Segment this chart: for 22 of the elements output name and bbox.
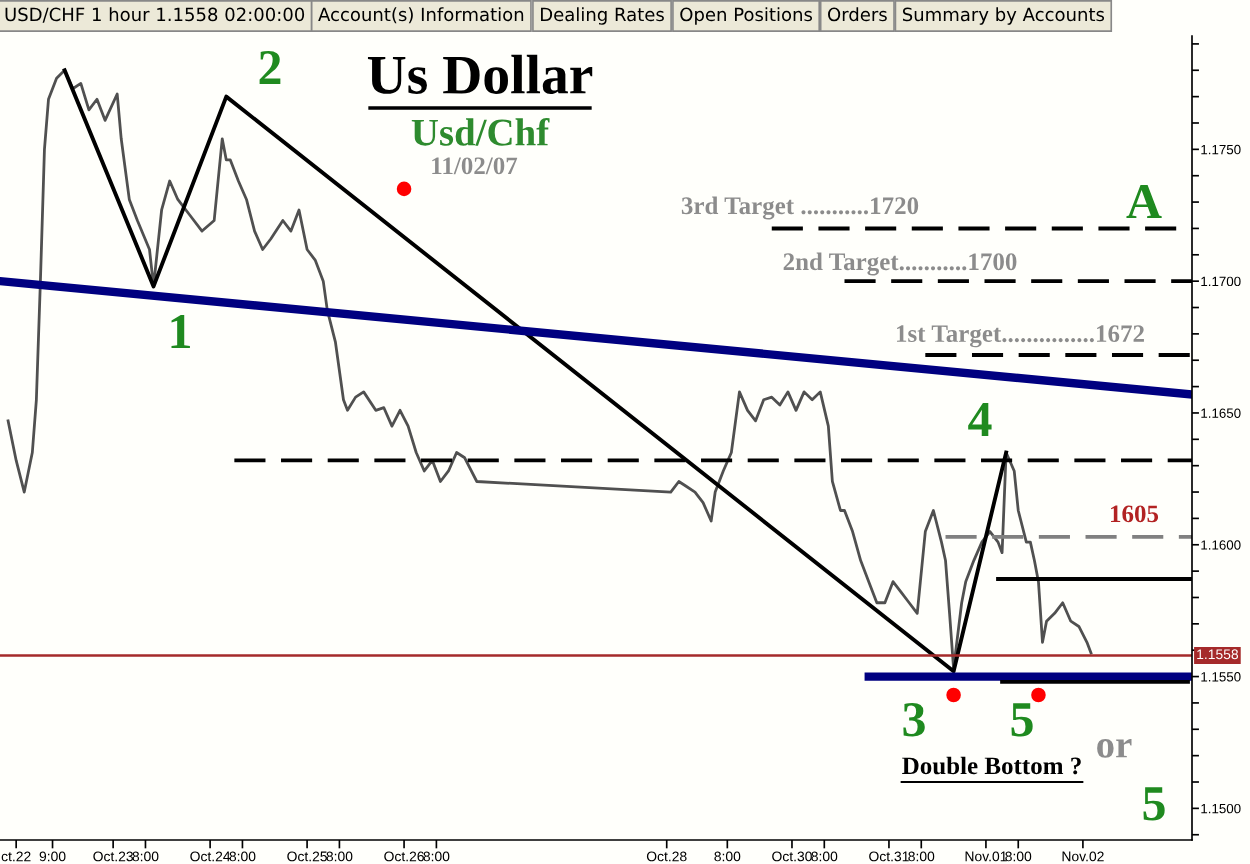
annotation: 2 bbox=[259, 50, 281, 85]
annotation: 5 bbox=[1143, 787, 1165, 821]
annotation: 3 bbox=[903, 702, 925, 737]
annotation: Double Bottom ? bbox=[902, 756, 1081, 775]
text: Orders bbox=[828, 7, 887, 22]
annotation: 11/02/07 bbox=[432, 157, 518, 175]
text: Summary by Accounts bbox=[902, 7, 1105, 25]
annotation: 2nd Target...........1700 bbox=[783, 252, 1017, 276]
text: Account(s) Information bbox=[318, 7, 524, 24]
annotation: 5 bbox=[1011, 703, 1033, 737]
annotation: A bbox=[1126, 185, 1162, 219]
text: Dealing Rates bbox=[541, 7, 664, 25]
annotation: 3rd Target ...........1720 bbox=[681, 196, 919, 220]
annotation: or bbox=[1097, 738, 1132, 758]
text: Open Positions bbox=[680, 7, 813, 25]
annotation: 1605 bbox=[1111, 505, 1159, 523]
text: USD/CHF 1 hour 1.1558 02:00:00 bbox=[5, 7, 305, 23]
annotation: 1st Target...............1672 bbox=[896, 325, 1144, 348]
annotation: 4 bbox=[968, 403, 992, 437]
text: Usd/Chf bbox=[411, 117, 550, 146]
chart-title: Us Dollar bbox=[367, 54, 593, 94]
annotation: 1 bbox=[171, 315, 190, 349]
